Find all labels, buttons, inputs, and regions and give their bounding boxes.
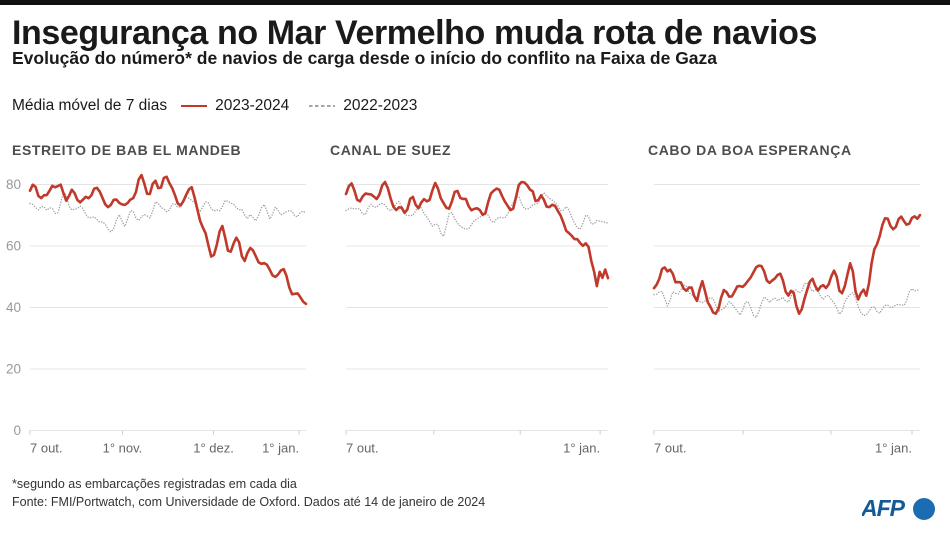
svg-text:7 out.: 7 out. (30, 441, 63, 456)
svg-text:AFP: AFP (862, 497, 906, 521)
svg-text:80: 80 (6, 177, 21, 192)
svg-text:7 out.: 7 out. (346, 441, 379, 456)
svg-text:1° dez.: 1° dez. (193, 441, 234, 456)
svg-text:60: 60 (6, 239, 21, 254)
svg-text:20: 20 (6, 362, 21, 377)
svg-text:0: 0 (13, 423, 21, 438)
svg-text:1° jan.: 1° jan. (262, 441, 299, 456)
svg-text:40: 40 (6, 300, 21, 315)
svg-text:1° jan.: 1° jan. (875, 441, 912, 456)
svg-text:1° jan.: 1° jan. (563, 441, 600, 456)
svg-text:7 out.: 7 out. (654, 441, 687, 456)
svg-text:1° nov.: 1° nov. (103, 441, 143, 456)
